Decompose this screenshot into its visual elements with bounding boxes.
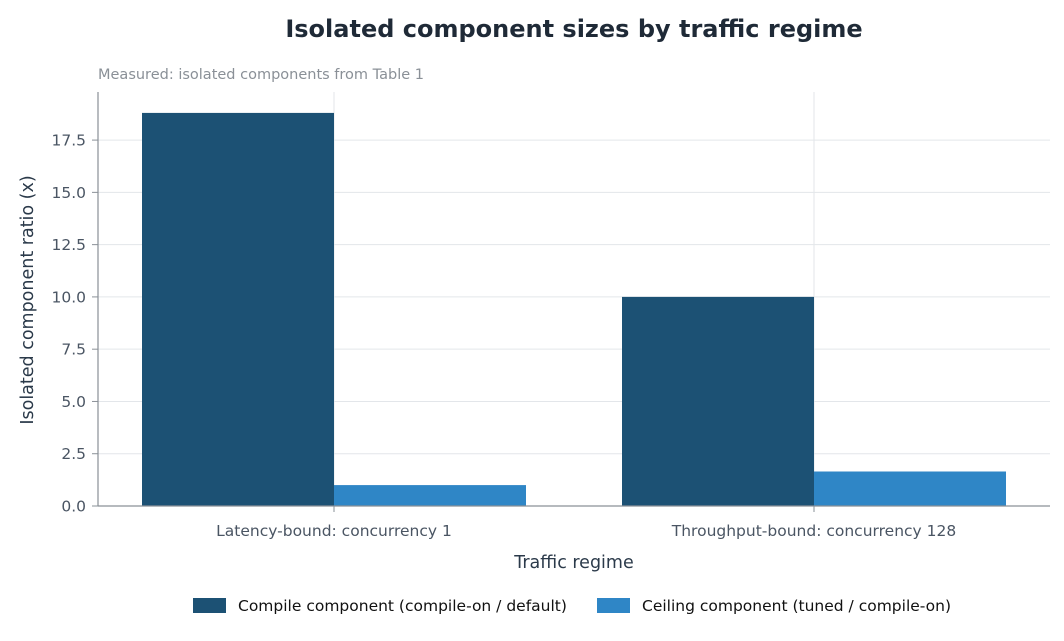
chart-title: Isolated component sizes by traffic regi… — [285, 15, 862, 43]
y-tick-label: 12.5 — [51, 236, 86, 254]
x-axis-label: Traffic regime — [513, 553, 634, 573]
y-tick-label: 5.0 — [61, 393, 86, 411]
legend: Compile component (compile-on / default)… — [193, 597, 951, 615]
legend-label-compile: Compile component (compile-on / default) — [238, 597, 567, 615]
legend-swatch-compile — [193, 598, 226, 613]
chart-subtitle: Measured: isolated components from Table… — [98, 67, 424, 83]
y-tick-label: 15.0 — [51, 184, 86, 202]
y-tick-label: 7.5 — [61, 341, 86, 359]
bar-compile-2 — [622, 296, 814, 506]
bar-compile-1 — [142, 112, 334, 506]
bar-ceiling-2 — [814, 471, 1006, 506]
y-axis-label: Isolated component ratio (x) — [18, 175, 38, 424]
bar-ceiling-1 — [334, 485, 526, 506]
y-tick-label: 17.5 — [51, 132, 86, 150]
y-tick-label: 10.0 — [51, 288, 86, 306]
bars — [142, 112, 1006, 506]
y-tick-label: 0.0 — [61, 498, 86, 516]
tick-labels: 0.0 2.5 5.0 7.5 10.0 12.5 15.0 17.5 Latency-boun… — [51, 132, 956, 540]
axes — [92, 92, 1050, 512]
legend-swatch-ceiling — [597, 598, 630, 613]
legend-label-ceiling: Ceiling component (tuned / compile-on) — [642, 597, 951, 615]
x-tick-label: Throughput-bound: concurrency 128 — [671, 522, 956, 540]
y-tick-label: 2.5 — [61, 445, 86, 463]
x-tick-label: Latency-bound: concurrency 1 — [216, 522, 452, 540]
